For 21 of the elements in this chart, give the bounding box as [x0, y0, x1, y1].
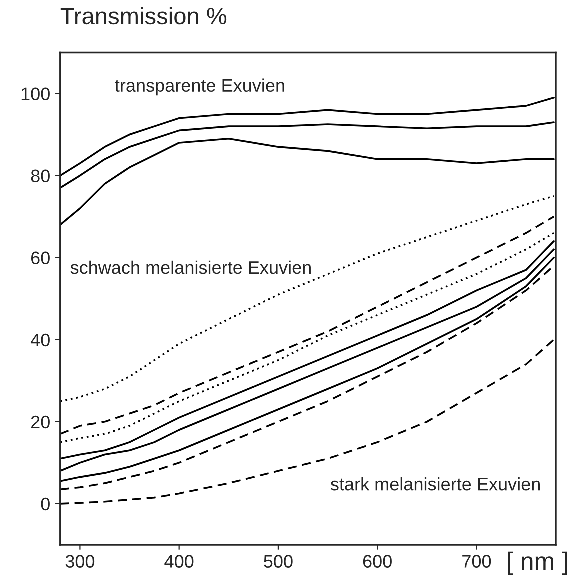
y-tick-label: 100 — [22, 88, 50, 100]
line-series — [60, 96, 555, 177]
y-tick-label: 80 — [31, 170, 50, 183]
line-series — [60, 195, 555, 402]
annotation: transparente Exuvien — [115, 78, 284, 96]
y-tick-label: 60 — [31, 252, 50, 265]
chart-title: Transmission % — [60, 7, 227, 25]
y-tick-label: 40 — [30, 334, 50, 347]
x-tick-label: 600 — [363, 555, 392, 568]
annotation: schwach melanisierte Exuvien — [70, 260, 311, 274]
line-series — [60, 122, 555, 190]
y-tick-label: 20 — [31, 416, 50, 429]
line-series — [60, 138, 555, 226]
line-series — [60, 338, 555, 505]
y-tick-label: 0 — [41, 498, 50, 511]
annotation: stark melanisierte Exuvien — [330, 477, 540, 491]
x-tick-label: 300 — [66, 555, 95, 568]
x-tick-label: 400 — [164, 555, 194, 568]
x-tick-label: 700 — [462, 555, 492, 568]
x-tick-label: 500 — [264, 555, 293, 568]
x-axis-title: [ nm ] — [508, 552, 568, 576]
